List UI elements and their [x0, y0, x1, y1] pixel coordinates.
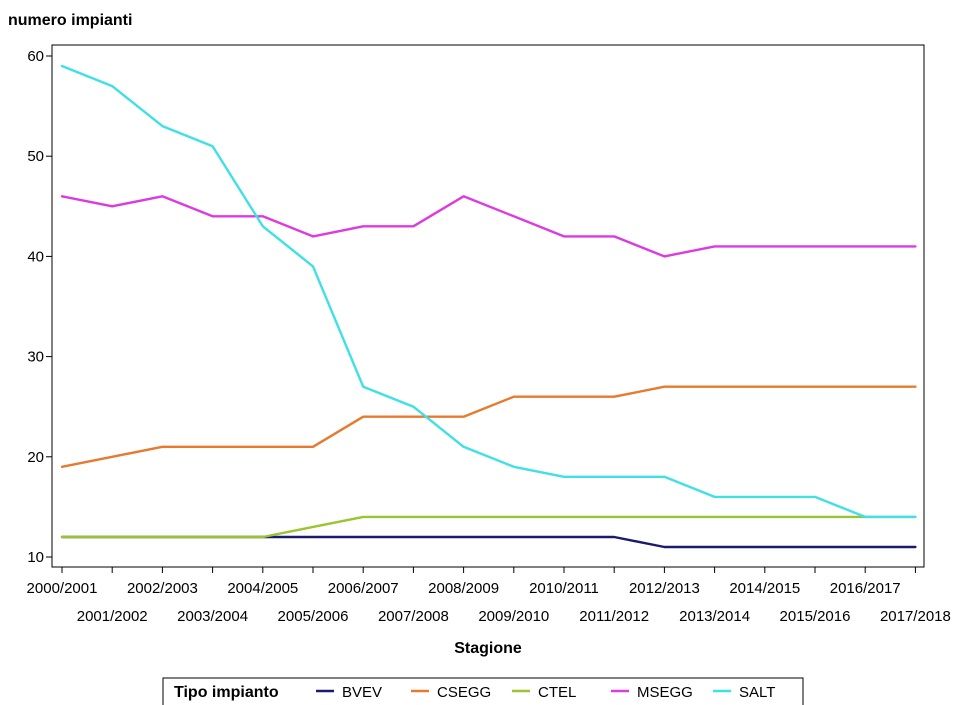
- x-tick-label: 2010/2011: [529, 580, 599, 597]
- legend-title: Tipo impianto: [174, 684, 279, 701]
- x-tick-label: 2012/2013: [629, 580, 700, 597]
- legend: Tipo impianto BVEV CSEGG CTEL MSEGG SALT: [162, 677, 804, 705]
- legend-label-salt: SALT: [739, 684, 775, 701]
- y-tick-label: 10: [27, 549, 44, 566]
- legend-label-bvev: BVEV: [342, 684, 382, 701]
- series-line-ctel: [60, 515, 917, 539]
- x-tick-label: 2003/2004: [177, 608, 248, 625]
- y-tick-label: 60: [27, 48, 44, 65]
- legend-frame: [162, 677, 804, 705]
- x-tick-label: 2001/2002: [77, 608, 148, 625]
- legend-label-ctel: CTEL: [538, 684, 576, 701]
- series-line-salt: [60, 64, 917, 519]
- y-tick-label: 30: [27, 349, 44, 366]
- x-tick-label: 2014/2015: [729, 580, 800, 597]
- x-tick-label: 2015/2016: [780, 608, 851, 625]
- x-tick-label: 2017/2018: [880, 608, 951, 625]
- legend-label-msegg: MSEGG: [637, 684, 693, 701]
- plot-frame: [51, 44, 925, 568]
- x-tick-label: 2007/2008: [378, 608, 449, 625]
- x-axis: 2000/2001 2001/2002 2002/2003 2003/2004 2004…: [27, 567, 951, 625]
- y-tick-label: 20: [27, 449, 44, 466]
- y-tick-label: 40: [27, 248, 44, 265]
- y-axis-title: numero impianti: [8, 12, 132, 29]
- x-tick-label: 2004/2005: [227, 580, 298, 597]
- x-axis-title: Stagione: [454, 640, 522, 657]
- x-tick-label: 2011/2012: [579, 608, 649, 625]
- series-layer: [60, 64, 917, 549]
- y-axis: 10 20 30 40 50 60: [27, 48, 52, 566]
- x-tick-label: 2013/2014: [679, 608, 750, 625]
- series-line-csegg: [60, 385, 917, 468]
- y-tick-label: 50: [27, 148, 44, 165]
- x-tick-label: 2005/2006: [278, 608, 349, 625]
- x-tick-label: 2008/2009: [428, 580, 499, 597]
- x-tick-label: 2006/2007: [328, 580, 399, 597]
- x-tick-label: 2000/2001: [27, 580, 98, 597]
- x-tick-label: 2009/2010: [478, 608, 549, 625]
- series-line-msegg: [60, 195, 917, 258]
- x-tick-label: 2002/2003: [127, 580, 198, 597]
- series-line-bvev: [60, 535, 917, 549]
- x-tick-label: 2016/2017: [830, 580, 901, 597]
- legend-label-csegg: CSEGG: [437, 684, 491, 701]
